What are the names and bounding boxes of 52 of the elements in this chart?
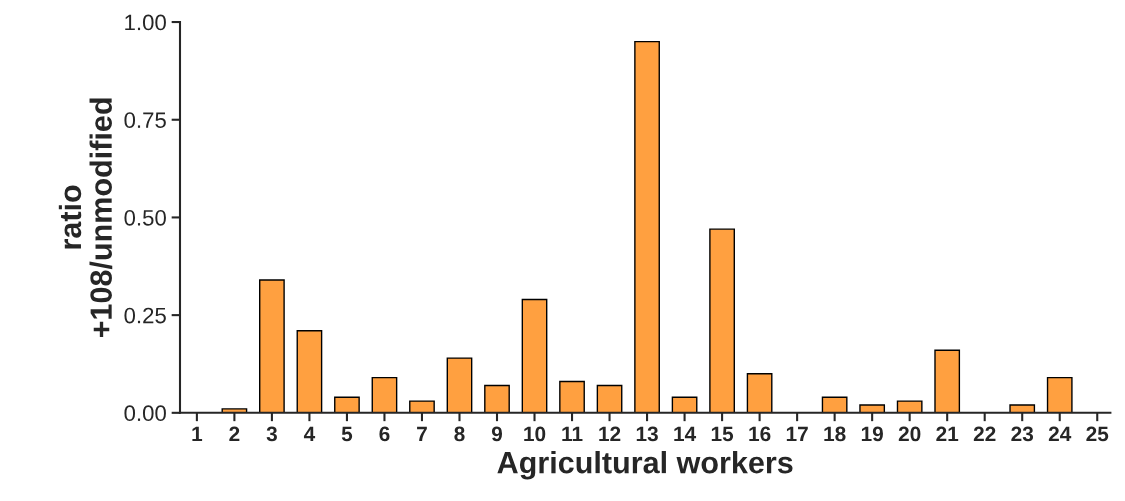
x-tick-label: 17 [786, 426, 808, 442]
bar [671, 396, 698, 413]
y-tick-label: 0.50 [124, 209, 166, 226]
x-axis-title: Agricultural workers [497, 450, 793, 480]
y-axis-title: ratio +108/unmodified [58, 98, 113, 338]
y-tick-label: 0.25 [124, 307, 166, 324]
x-tick-label: 21 [936, 426, 959, 442]
x-tick-label: 16 [749, 426, 771, 442]
y-tick-label: 0.75 [124, 112, 166, 129]
bar [371, 376, 398, 413]
x-tick-label: 18 [824, 426, 846, 442]
x-tick-label: 15 [711, 426, 734, 442]
bar [821, 396, 848, 413]
bar [934, 349, 961, 413]
bar [259, 279, 285, 413]
bar [409, 400, 435, 413]
x-tick-label: 10 [524, 426, 546, 442]
x-tick-label: 8 [454, 426, 465, 442]
bar [334, 396, 360, 413]
bar [709, 228, 735, 413]
x-tick-label: 19 [861, 426, 883, 442]
bar [559, 380, 585, 413]
x-tick-label: 24 [1048, 426, 1072, 442]
x-tick-label: 23 [1011, 426, 1034, 442]
x-tick-label: 22 [973, 426, 996, 442]
x-tick-label: 1 [192, 426, 203, 442]
x-tick-label: 2 [229, 426, 240, 442]
bar [896, 400, 923, 413]
bar [296, 330, 323, 413]
bar [746, 373, 773, 413]
bar [521, 298, 548, 413]
x-tick-label: 9 [491, 426, 503, 442]
x-tick-label: 6 [379, 426, 390, 442]
x-tick-label: 7 [417, 426, 427, 442]
bar [859, 404, 886, 413]
x-tick-label: 20 [898, 426, 921, 442]
x-tick-label: 13 [636, 426, 658, 442]
y-tick-label: 0.00 [124, 405, 166, 422]
x-tick-label: 11 [562, 426, 583, 442]
bar [596, 384, 623, 413]
bar [1046, 376, 1073, 413]
x-tick-label: 25 [1086, 426, 1109, 442]
bar [1009, 404, 1036, 413]
x-tick-label: 4 [303, 426, 316, 442]
bar [634, 40, 660, 413]
x-tick-label: 12 [599, 426, 621, 442]
x-tick-label: 3 [266, 426, 277, 442]
y-tick-label: 1.00 [125, 14, 166, 31]
x-tick-label: 14 [674, 426, 697, 442]
bar [446, 357, 473, 413]
bar [484, 384, 510, 413]
x-tick-label: 5 [341, 426, 353, 442]
